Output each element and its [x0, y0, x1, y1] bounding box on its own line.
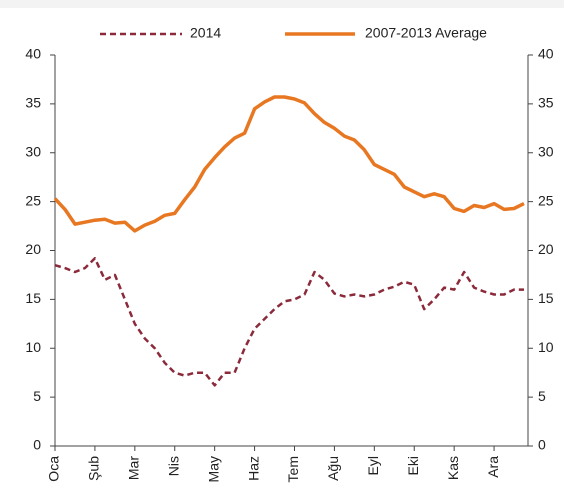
x-tick-label: Tem — [285, 456, 301, 482]
y2-tick-label: 30 — [538, 143, 554, 159]
y-tick-label: 10 — [25, 339, 41, 355]
y-tick-label: 0 — [33, 437, 41, 453]
x-tick-label: Ara — [485, 456, 501, 478]
y2-tick-label: 0 — [538, 437, 546, 453]
x-tick-label: Nis — [165, 456, 181, 476]
x-tick-label: Eyl — [365, 456, 381, 475]
y-tick-label: 20 — [25, 241, 41, 257]
legend-label: 2014 — [190, 25, 221, 41]
y-tick-label: 15 — [25, 290, 41, 306]
legend-label: 2007-2013 Average — [365, 25, 487, 41]
top-band — [0, 0, 564, 8]
y-tick-label: 5 — [33, 388, 41, 404]
y2-tick-label: 20 — [538, 241, 554, 257]
y2-tick-label: 15 — [538, 290, 554, 306]
y-tick-label: 30 — [25, 143, 41, 159]
x-tick-label: Mar — [126, 456, 142, 480]
x-tick-label: Haz — [245, 456, 261, 481]
y2-tick-label: 35 — [538, 95, 554, 111]
series-line — [54, 257, 524, 387]
y2-tick-label: 5 — [538, 388, 546, 404]
x-tick-label: Ağu — [325, 456, 341, 481]
y-tick-label: 35 — [25, 95, 41, 111]
y-tick-label: 40 — [25, 46, 41, 62]
y2-tick-label: 10 — [538, 339, 554, 355]
x-tick-label: Şub — [86, 456, 102, 481]
y2-tick-label: 25 — [538, 192, 554, 208]
x-tick-label: Oca — [46, 456, 62, 482]
x-tick-label: Eki — [405, 456, 421, 475]
y2-tick-label: 40 — [538, 46, 554, 62]
x-tick-label: Kas — [445, 456, 461, 480]
x-tick-label: May — [205, 456, 221, 482]
y-tick-label: 25 — [25, 192, 41, 208]
series-line — [53, 95, 525, 233]
